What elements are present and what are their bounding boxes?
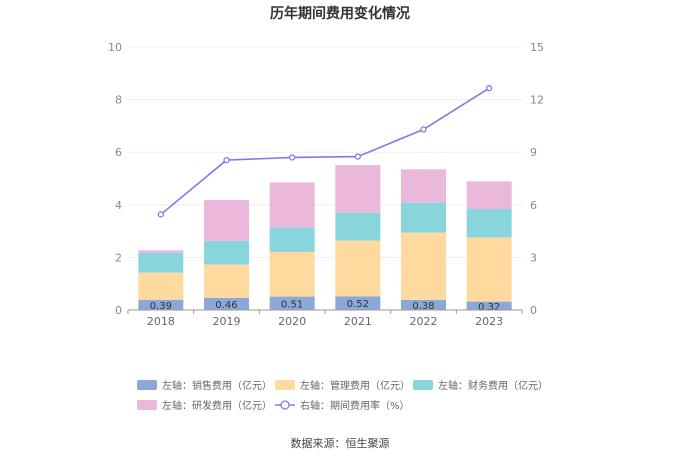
bar-segment [401,232,446,301]
bar-data-label: 0.46 [215,300,237,311]
legend-label: 左轴：财务费用（亿元） [438,379,548,392]
bar-segment [401,300,446,310]
bar-segment [466,209,512,238]
right-axis: 0 3 6 9 12 15 [530,41,544,317]
rate-point [157,211,164,218]
x-tick-label: 2020 [278,315,306,328]
rate-point [223,156,230,164]
right-tick-label: 0 [530,304,537,317]
bar-segment [335,165,381,213]
bar-segment [335,212,381,241]
bar-segment [269,227,315,252]
left-tick-label: 4 [115,199,122,212]
x-tick-label: 2022 [410,315,438,328]
legend-marker [280,400,290,410]
legend-item: 左轴：研发费用（亿元） [137,399,272,412]
bar-data-label: 0.39 [150,301,172,312]
legend-item: 右轴：期间费用率（%） [275,399,410,412]
left-tick-label: 0 [115,304,122,317]
legend-item: 左轴：管理费用（亿元） [275,379,410,392]
right-tick-label: 3 [530,251,537,264]
left-axis: 0 2 4 6 8 10 [108,41,122,317]
rate-point [420,126,427,133]
bar-segment [401,202,446,233]
bar-segment [335,296,381,310]
bar-segment [204,200,249,241]
bar-segment [335,240,381,297]
left-tick-label: 8 [115,94,122,107]
legend-swatch [413,380,433,390]
legend-label: 左轴：管理费用（亿元） [300,379,410,392]
legend-swatch [137,380,157,390]
right-tick-label: 15 [530,41,544,54]
legend-label: 左轴：销售费用（亿元） [162,379,272,392]
bar-data-label: 0.38 [412,301,434,312]
bar-segment [138,252,184,273]
legend-label: 左轴：研发费用（亿元） [162,399,272,412]
bar-segment [269,182,315,228]
bar-segment [269,251,315,297]
legend: 左轴：销售费用（亿元） 左轴：管理费用（亿元） 左轴：财务费用（亿元） 左轴：研发费用… [137,379,548,412]
legend-label: 右轴：期间费用率（%） [300,399,410,412]
x-tick-label: 2021 [344,315,372,328]
bar-segment [138,272,184,300]
rate-point [354,153,361,160]
chart-title: 历年期间费用变化情况 [270,5,410,22]
rate-point [289,154,296,161]
right-tick-label: 12 [530,94,544,107]
source-note: 数据来源：恒生聚源 [291,436,390,450]
legend-swatch [275,380,295,390]
bar-segment [138,299,184,310]
legend-item: 左轴：销售费用（亿元） [137,379,272,392]
bar-segment [204,240,249,265]
left-tick-label: 2 [115,251,122,264]
bar-segment [269,296,315,310]
x-axis: 2018 2019 2020 2021 2022 2023 [127,309,523,328]
bars [138,165,512,310]
bar-data-label: 0.52 [347,299,369,310]
bar-labels: 0.39 0.46 0.51 0.52 0.38 0.32 [150,299,501,313]
x-tick-label: 2019 [213,315,241,328]
bar-segment [466,181,512,210]
legend-item: 左轴：财务费用（亿元） [413,379,548,392]
bar-segment [401,169,446,203]
bar-segment [138,250,184,253]
bar-segment [466,237,512,302]
bar-data-label: 0.51 [281,299,303,310]
left-tick-label: 10 [108,41,122,54]
right-tick-label: 6 [530,199,537,212]
legend-swatch [137,400,157,410]
right-tick-label: 9 [530,146,537,159]
grid-lines [128,46,522,258]
x-tick-label: 2023 [475,315,503,328]
rate-line-path [160,87,490,216]
left-tick-label: 6 [115,146,122,159]
bar-segment [204,297,249,310]
bar-data-label: 0.32 [478,302,500,313]
bar-segment [466,301,512,310]
rate-line [157,85,493,218]
rate-point [486,85,493,92]
bar-segment [204,264,249,298]
x-tick-label: 2018 [147,315,175,328]
